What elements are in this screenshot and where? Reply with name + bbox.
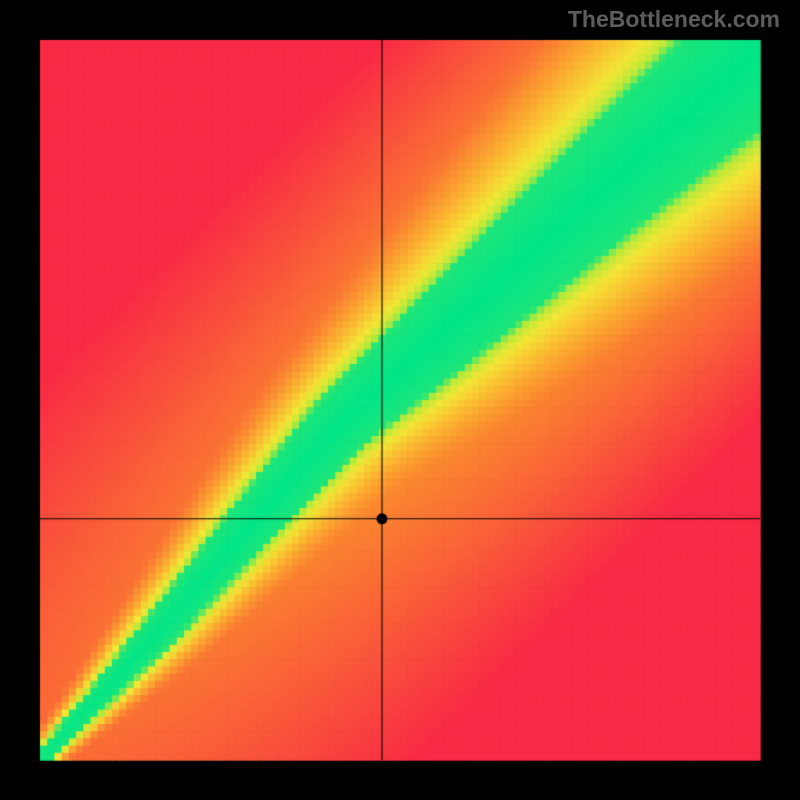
bottleneck-heatmap — [0, 0, 800, 800]
chart-stage: { "type": "heatmap", "source_watermark":… — [0, 0, 800, 800]
watermark-source: TheBottleneck.com — [568, 6, 780, 33]
